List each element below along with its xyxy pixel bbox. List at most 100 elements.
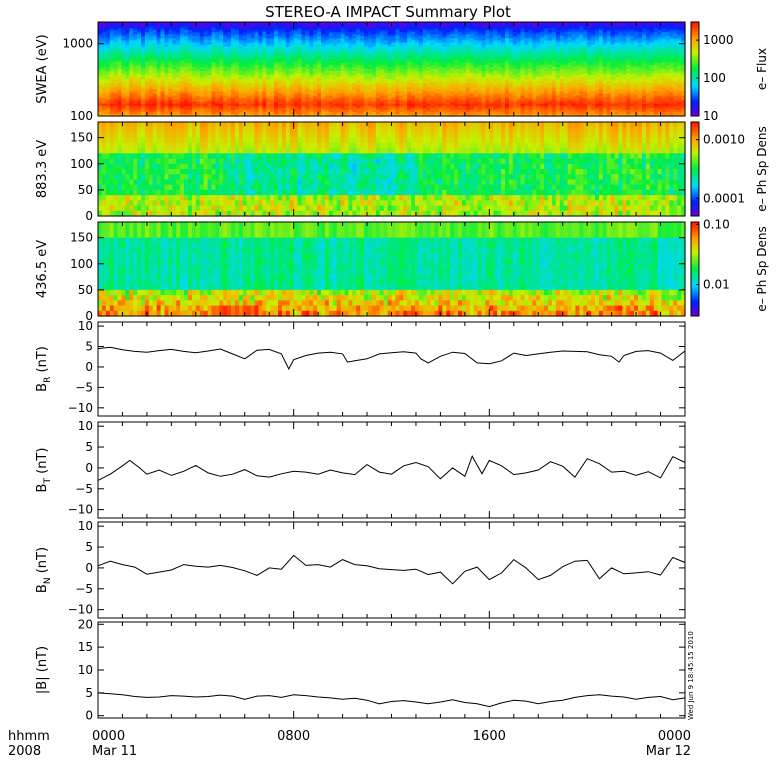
heatmap-cell xyxy=(340,26,346,29)
heatmap-cell xyxy=(101,83,107,86)
heatmap-cell xyxy=(375,64,381,68)
heatmap-cell xyxy=(234,36,240,39)
heatmap-cell xyxy=(364,52,369,56)
heatmap-cell xyxy=(188,89,193,93)
heatmap-cell xyxy=(152,87,158,91)
heatmap-cell xyxy=(105,91,111,95)
heatmap-cell xyxy=(379,113,385,117)
heatmap-cell xyxy=(152,69,158,72)
heatmap-cell xyxy=(262,24,267,27)
heatmap-cell xyxy=(234,79,240,82)
heatmap-cell xyxy=(215,42,220,46)
heatmap-cell xyxy=(356,75,361,78)
heatmap-cell xyxy=(254,89,260,93)
heatmap-cell xyxy=(121,36,126,39)
heatmap-cell xyxy=(364,62,369,66)
heatmap-cell xyxy=(270,54,275,58)
heatmap-cell xyxy=(125,38,130,41)
heatmap-cell xyxy=(258,113,263,117)
heatmap-cell xyxy=(148,32,154,35)
heatmap-cell xyxy=(223,83,228,86)
heatmap-cell xyxy=(254,42,260,46)
heatmap-cell xyxy=(266,69,271,72)
heatmap-cell xyxy=(152,64,158,68)
heatmap-cell xyxy=(313,44,318,48)
heatmap-cell xyxy=(344,40,350,44)
heatmap-cell xyxy=(313,111,318,115)
heatmap-cell xyxy=(293,89,299,93)
heatmap-cell xyxy=(176,52,181,56)
heatmap-cell xyxy=(297,75,303,78)
heatmap-cell xyxy=(383,38,389,41)
heatmap-cell xyxy=(98,83,103,86)
heatmap-cell xyxy=(168,111,173,115)
heatmap-cell xyxy=(133,77,138,80)
heatmap-cell xyxy=(156,62,162,66)
heatmap-cell xyxy=(219,50,224,54)
heatmap-cell xyxy=(309,54,314,58)
heatmap-cell xyxy=(332,26,338,29)
heatmap-cell xyxy=(137,54,142,58)
heatmap-cell xyxy=(242,52,248,56)
heatmap-cell xyxy=(375,101,381,105)
heatmap-cell xyxy=(375,54,381,58)
heatmap-cell xyxy=(211,66,216,70)
heatmap-cell xyxy=(324,107,330,111)
heatmap-cell xyxy=(203,79,209,82)
heatmap-cell xyxy=(141,87,146,91)
heatmap-cell xyxy=(309,81,314,84)
heatmap-cell xyxy=(207,60,213,64)
heatmap-cell xyxy=(258,87,263,91)
heatmap-cell xyxy=(336,85,342,88)
heatmap-cell xyxy=(375,36,381,39)
heatmap-cell xyxy=(144,26,150,29)
heatmap-cell xyxy=(383,36,389,39)
heatmap-cell xyxy=(348,22,353,25)
heatmap-cell xyxy=(371,40,377,44)
heatmap-cell xyxy=(242,109,248,113)
heatmap-cell xyxy=(313,56,318,60)
heatmap-cell xyxy=(195,93,201,97)
heatmap-cell xyxy=(297,83,303,86)
heatmap-cell xyxy=(344,56,350,60)
heatmap-cell xyxy=(383,54,389,58)
heatmap-cell xyxy=(109,44,115,48)
heatmap-cell xyxy=(109,79,115,82)
heatmap-cell xyxy=(254,91,260,95)
heatmap-cell xyxy=(219,69,224,72)
heatmap-cell xyxy=(266,83,271,86)
heatmap-cell xyxy=(250,26,256,29)
heatmap-cell xyxy=(109,89,115,93)
heatmap-cell xyxy=(121,24,126,27)
heatmap-cell xyxy=(133,111,138,115)
heatmap-cell xyxy=(289,54,295,58)
heatmap-cell xyxy=(368,60,373,64)
heatmap-cell xyxy=(144,34,150,37)
heatmap-cell xyxy=(375,75,381,78)
heatmap-cell xyxy=(113,54,119,58)
heatmap-cell xyxy=(317,40,322,44)
heatmap-cell xyxy=(289,109,295,113)
heatmap-cell xyxy=(101,64,107,68)
heatmap-cell xyxy=(188,79,193,82)
heatmap-cell xyxy=(258,48,263,52)
heatmap-cell xyxy=(172,42,177,46)
heatmap-cell xyxy=(293,103,299,107)
heatmap-cell xyxy=(289,24,295,27)
heatmap-cell xyxy=(148,89,154,93)
heatmap-cell xyxy=(313,58,318,62)
heatmap-cell xyxy=(238,71,244,74)
heatmap-cell xyxy=(141,30,146,33)
heatmap-cell xyxy=(340,54,346,58)
heatmap-cell xyxy=(254,48,260,52)
heatmap-cell xyxy=(328,42,334,46)
heatmap-cell xyxy=(156,103,162,107)
heatmap-cell xyxy=(297,99,303,103)
heatmap-cell xyxy=(129,38,134,41)
heatmap-cell xyxy=(184,28,189,31)
heatmap-cell xyxy=(250,66,256,70)
heatmap-cell xyxy=(184,40,189,44)
heatmap-cell xyxy=(98,93,103,97)
heatmap-cell xyxy=(195,105,201,109)
heatmap-cell xyxy=(227,30,232,33)
